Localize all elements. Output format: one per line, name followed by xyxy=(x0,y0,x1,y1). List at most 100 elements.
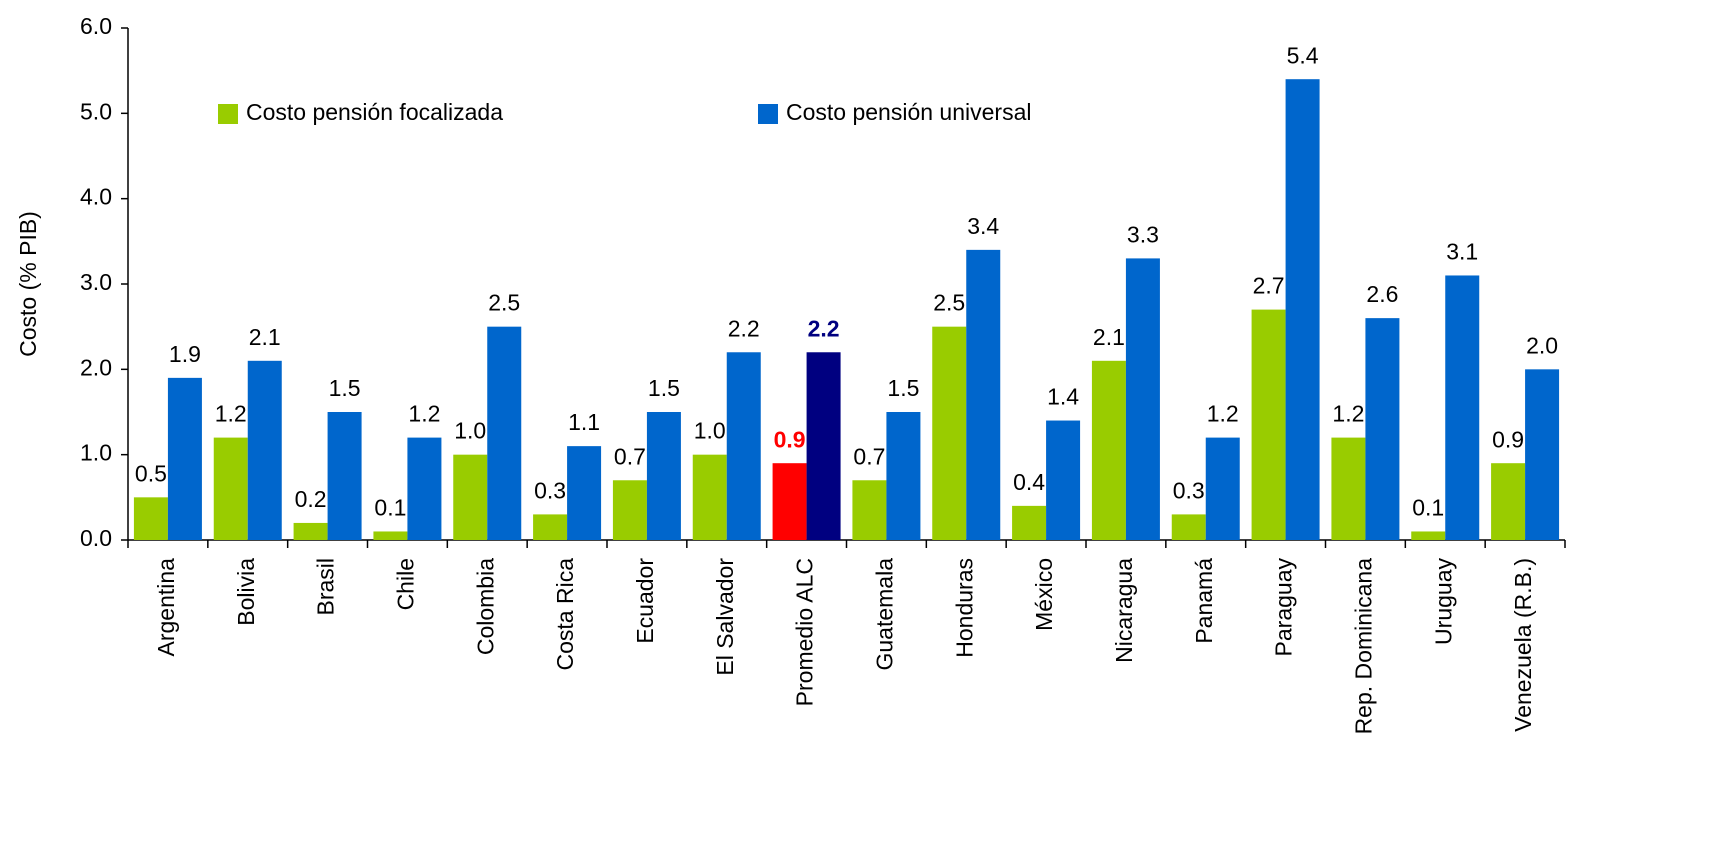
x-tick-label: Bolivia xyxy=(233,558,259,626)
x-tick-label: Ecuador xyxy=(632,558,658,644)
value-label: 0.3 xyxy=(534,477,566,503)
value-label: 2.1 xyxy=(1093,324,1125,350)
value-label: 5.4 xyxy=(1287,42,1319,68)
value-label: 1.1 xyxy=(568,409,600,435)
bar xyxy=(1285,79,1320,540)
x-tick-label: Chile xyxy=(392,558,418,610)
bar xyxy=(1046,420,1081,540)
value-label: 3.4 xyxy=(967,213,999,239)
bar xyxy=(1491,463,1526,540)
bar xyxy=(772,463,807,540)
x-tick-label: Guatemala xyxy=(871,558,897,671)
bar xyxy=(646,412,681,540)
bar xyxy=(453,454,488,540)
bar xyxy=(1205,437,1240,540)
bar xyxy=(1171,514,1206,540)
value-label: 3.3 xyxy=(1127,221,1159,247)
bar xyxy=(213,437,248,540)
x-tick-label: Honduras xyxy=(951,558,977,658)
value-label: 2.1 xyxy=(249,324,281,350)
bar xyxy=(247,360,282,540)
bar xyxy=(612,480,647,540)
bar xyxy=(806,352,841,540)
value-label: 0.7 xyxy=(614,443,646,469)
value-label: 2.7 xyxy=(1253,273,1285,299)
value-label: 0.2 xyxy=(295,486,327,512)
bar xyxy=(932,326,967,540)
value-label: 1.5 xyxy=(887,375,919,401)
bar xyxy=(133,497,168,540)
bar xyxy=(533,514,568,540)
value-label: 1.2 xyxy=(215,401,247,427)
y-tick-label: 5.0 xyxy=(80,98,112,124)
value-label: 1.2 xyxy=(1207,401,1239,427)
bar xyxy=(1125,258,1160,540)
value-label: 1.9 xyxy=(169,341,201,367)
bar xyxy=(167,377,202,540)
x-tick-label: Uruguay xyxy=(1430,558,1456,645)
value-label: 2.5 xyxy=(488,290,520,316)
bar xyxy=(1365,318,1400,540)
x-tick-label: Panamá xyxy=(1191,558,1217,644)
y-tick-label: 1.0 xyxy=(80,440,112,466)
value-label: 1.2 xyxy=(1332,401,1364,427)
value-label: 1.0 xyxy=(454,418,486,444)
value-label: 0.1 xyxy=(1412,495,1444,521)
value-label: 0.7 xyxy=(853,443,885,469)
value-label: 0.3 xyxy=(1173,477,1205,503)
x-tick-label: El Salvador xyxy=(712,558,738,676)
value-label: 1.0 xyxy=(694,418,726,444)
value-label: 1.4 xyxy=(1047,384,1079,410)
value-label: 2.2 xyxy=(808,315,840,341)
y-tick-label: 3.0 xyxy=(80,269,112,295)
bar xyxy=(1012,505,1047,540)
legend-swatch xyxy=(218,104,238,124)
value-label: 1.2 xyxy=(408,401,440,427)
value-label: 2.6 xyxy=(1366,281,1398,307)
x-tick-label: Argentina xyxy=(153,558,179,657)
x-tick-label: Paraguay xyxy=(1271,558,1297,657)
value-label: 0.9 xyxy=(774,426,806,452)
value-label: 1.5 xyxy=(329,375,361,401)
bar xyxy=(852,480,887,540)
x-tick-label: Costa Rica xyxy=(552,558,578,671)
bar xyxy=(1331,437,1366,540)
y-tick-label: 6.0 xyxy=(80,13,112,39)
x-tick-label: Brasil xyxy=(313,558,339,616)
y-axis-label: Costo (% PIB) xyxy=(15,211,41,357)
bar xyxy=(293,522,328,540)
bar xyxy=(1525,369,1560,540)
bar xyxy=(1445,275,1480,540)
value-label: 2.2 xyxy=(728,315,760,341)
bar xyxy=(567,446,602,540)
y-tick-label: 0.0 xyxy=(80,525,112,551)
value-label: 2.5 xyxy=(933,290,965,316)
bar xyxy=(1091,360,1126,540)
x-tick-label: Venezuela (R.B.) xyxy=(1510,558,1536,732)
value-label: 0.5 xyxy=(135,460,167,486)
bar xyxy=(407,437,442,540)
value-label: 3.1 xyxy=(1446,239,1478,265)
bar xyxy=(487,326,522,540)
legend-label: Costo pensión universal xyxy=(786,99,1031,125)
value-label: 0.9 xyxy=(1492,426,1524,452)
y-tick-label: 2.0 xyxy=(80,354,112,380)
bar xyxy=(373,531,408,540)
x-tick-label: Colombia xyxy=(472,558,498,655)
x-tick-label: Nicaragua xyxy=(1111,558,1137,663)
x-tick-label: México xyxy=(1031,558,1057,631)
bar xyxy=(886,412,921,540)
value-label: 1.5 xyxy=(648,375,680,401)
legend-label: Costo pensión focalizada xyxy=(246,99,503,125)
value-label: 0.1 xyxy=(374,495,406,521)
x-tick-label: Rep. Dominicana xyxy=(1350,558,1376,735)
bar xyxy=(327,412,362,540)
value-label: 0.4 xyxy=(1013,469,1045,495)
bar xyxy=(1411,531,1446,540)
value-label: 2.0 xyxy=(1526,332,1558,358)
bar xyxy=(726,352,761,540)
legend-swatch xyxy=(758,104,778,124)
y-tick-label: 4.0 xyxy=(80,184,112,210)
x-tick-label: Promedio ALC xyxy=(792,558,818,706)
